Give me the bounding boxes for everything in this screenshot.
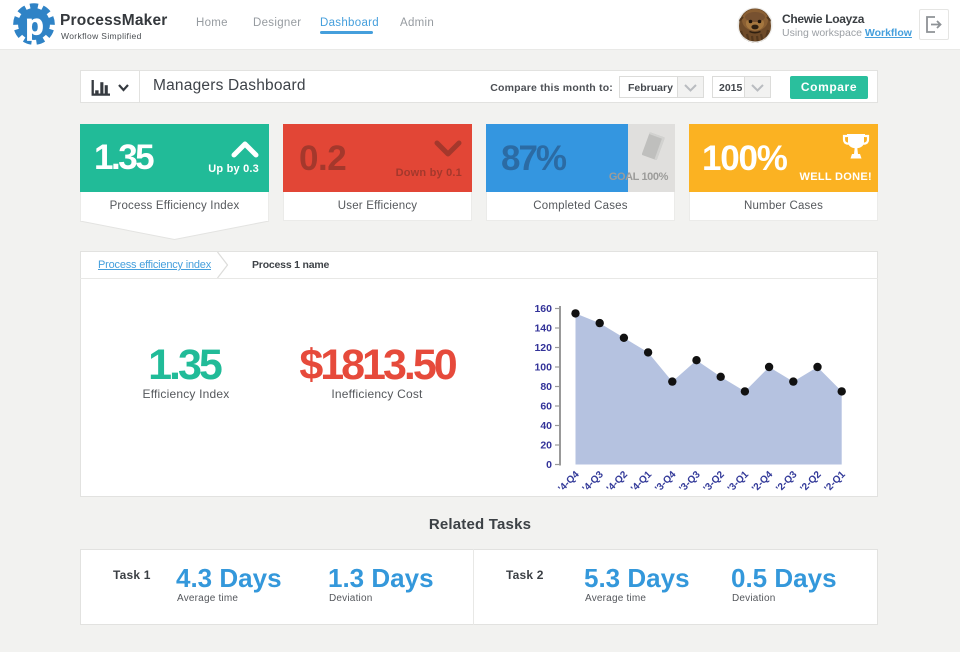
svg-text:'4-Q1: '4-Q1: [629, 469, 654, 494]
svg-text:'2-Q2: '2-Q2: [798, 469, 823, 494]
svg-text:'4-Q4: '4-Q4: [556, 469, 581, 494]
svg-text:'4-Q3: '4-Q3: [581, 469, 606, 494]
svg-text:120: 120: [534, 342, 552, 354]
svg-text:80: 80: [540, 381, 552, 393]
svg-text:100: 100: [534, 362, 552, 374]
svg-text:'3-Q4: '3-Q4: [653, 469, 678, 494]
svg-text:'4-Q2: '4-Q2: [605, 469, 630, 494]
svg-text:0: 0: [546, 459, 552, 471]
svg-text:60: 60: [540, 401, 552, 413]
svg-text:'2-Q1: '2-Q1: [823, 469, 848, 494]
svg-text:40: 40: [540, 420, 552, 432]
svg-text:'3-Q2: '3-Q2: [702, 469, 727, 494]
svg-text:140: 140: [534, 323, 552, 335]
svg-text:160: 160: [534, 303, 552, 315]
svg-text:p: p: [25, 9, 43, 42]
svg-text:'2-Q4: '2-Q4: [750, 469, 775, 494]
svg-text:'3-Q1: '3-Q1: [726, 469, 751, 494]
svg-text:20: 20: [540, 440, 552, 452]
svg-text:'2-Q3: '2-Q3: [774, 469, 799, 494]
svg-text:'3-Q3: '3-Q3: [677, 469, 702, 494]
